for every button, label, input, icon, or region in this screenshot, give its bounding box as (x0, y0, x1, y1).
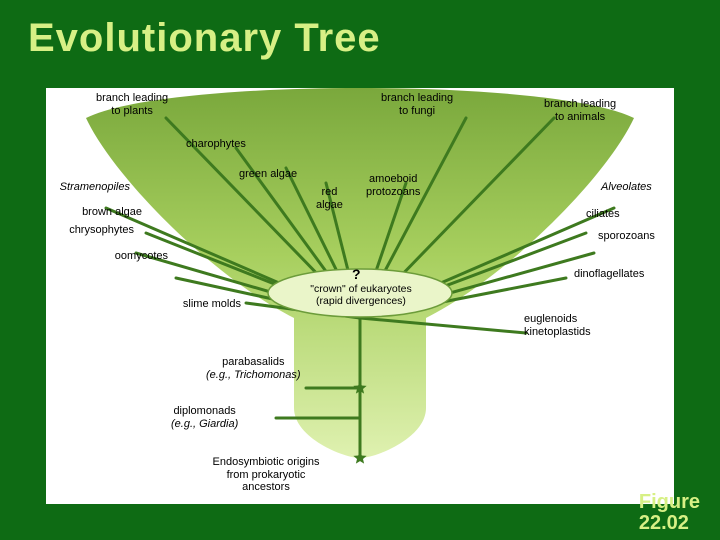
label-origin: Endosymbiotic originsfrom prokaryoticanc… (196, 456, 336, 494)
page-title: Evolutionary Tree (28, 16, 381, 61)
label-qmark: ? (352, 266, 361, 282)
label-diplomonads-1: diplomonads (173, 405, 235, 417)
label-charophytes: charophytes (186, 138, 246, 151)
label-oomycotes: oomycotes (78, 250, 168, 263)
label-alveolates: Alveolates (601, 181, 652, 194)
label-crown: "crown" of eukaryotes(rapid divergences) (306, 283, 416, 307)
label-parabasalids-2: (e.g., Trichomonas) (206, 369, 301, 381)
label-amoeboid: amoeboidprotozoans (366, 173, 420, 198)
label-green-algae: green algae (239, 168, 297, 181)
label-stramenopiles: Stramenopiles (40, 181, 130, 194)
label-euglenoids: euglenoidskinetoplastids (524, 313, 591, 338)
label-sporozoans: sporozoans (598, 230, 655, 243)
label-diplomonads: diplomonads (e.g., Giardia) (171, 405, 238, 430)
figure-label: Figure22.02 (639, 492, 700, 534)
label-dinoflagellates: dinoflagellates (574, 268, 644, 281)
label-ciliates: ciliates (586, 208, 620, 221)
label-fungi: branch leadingto fungi (381, 92, 453, 117)
diagram-panel: branch leadingto plants branch leadingto… (46, 88, 674, 504)
label-chrysophytes: chrysophytes (44, 224, 134, 237)
label-animals: branch leadingto animals (544, 98, 616, 123)
label-slime-molds: slime molds (151, 298, 241, 311)
label-brown-algae: brown algae (52, 206, 142, 219)
label-red-algae: redalgae (316, 186, 343, 211)
label-plants: branch leadingto plants (96, 92, 168, 117)
label-diplomonads-2: (e.g., Giardia) (171, 418, 238, 430)
label-parabasalids: parabasalids (e.g., Trichomonas) (206, 356, 301, 381)
label-parabasalids-1: parabasalids (222, 356, 284, 368)
